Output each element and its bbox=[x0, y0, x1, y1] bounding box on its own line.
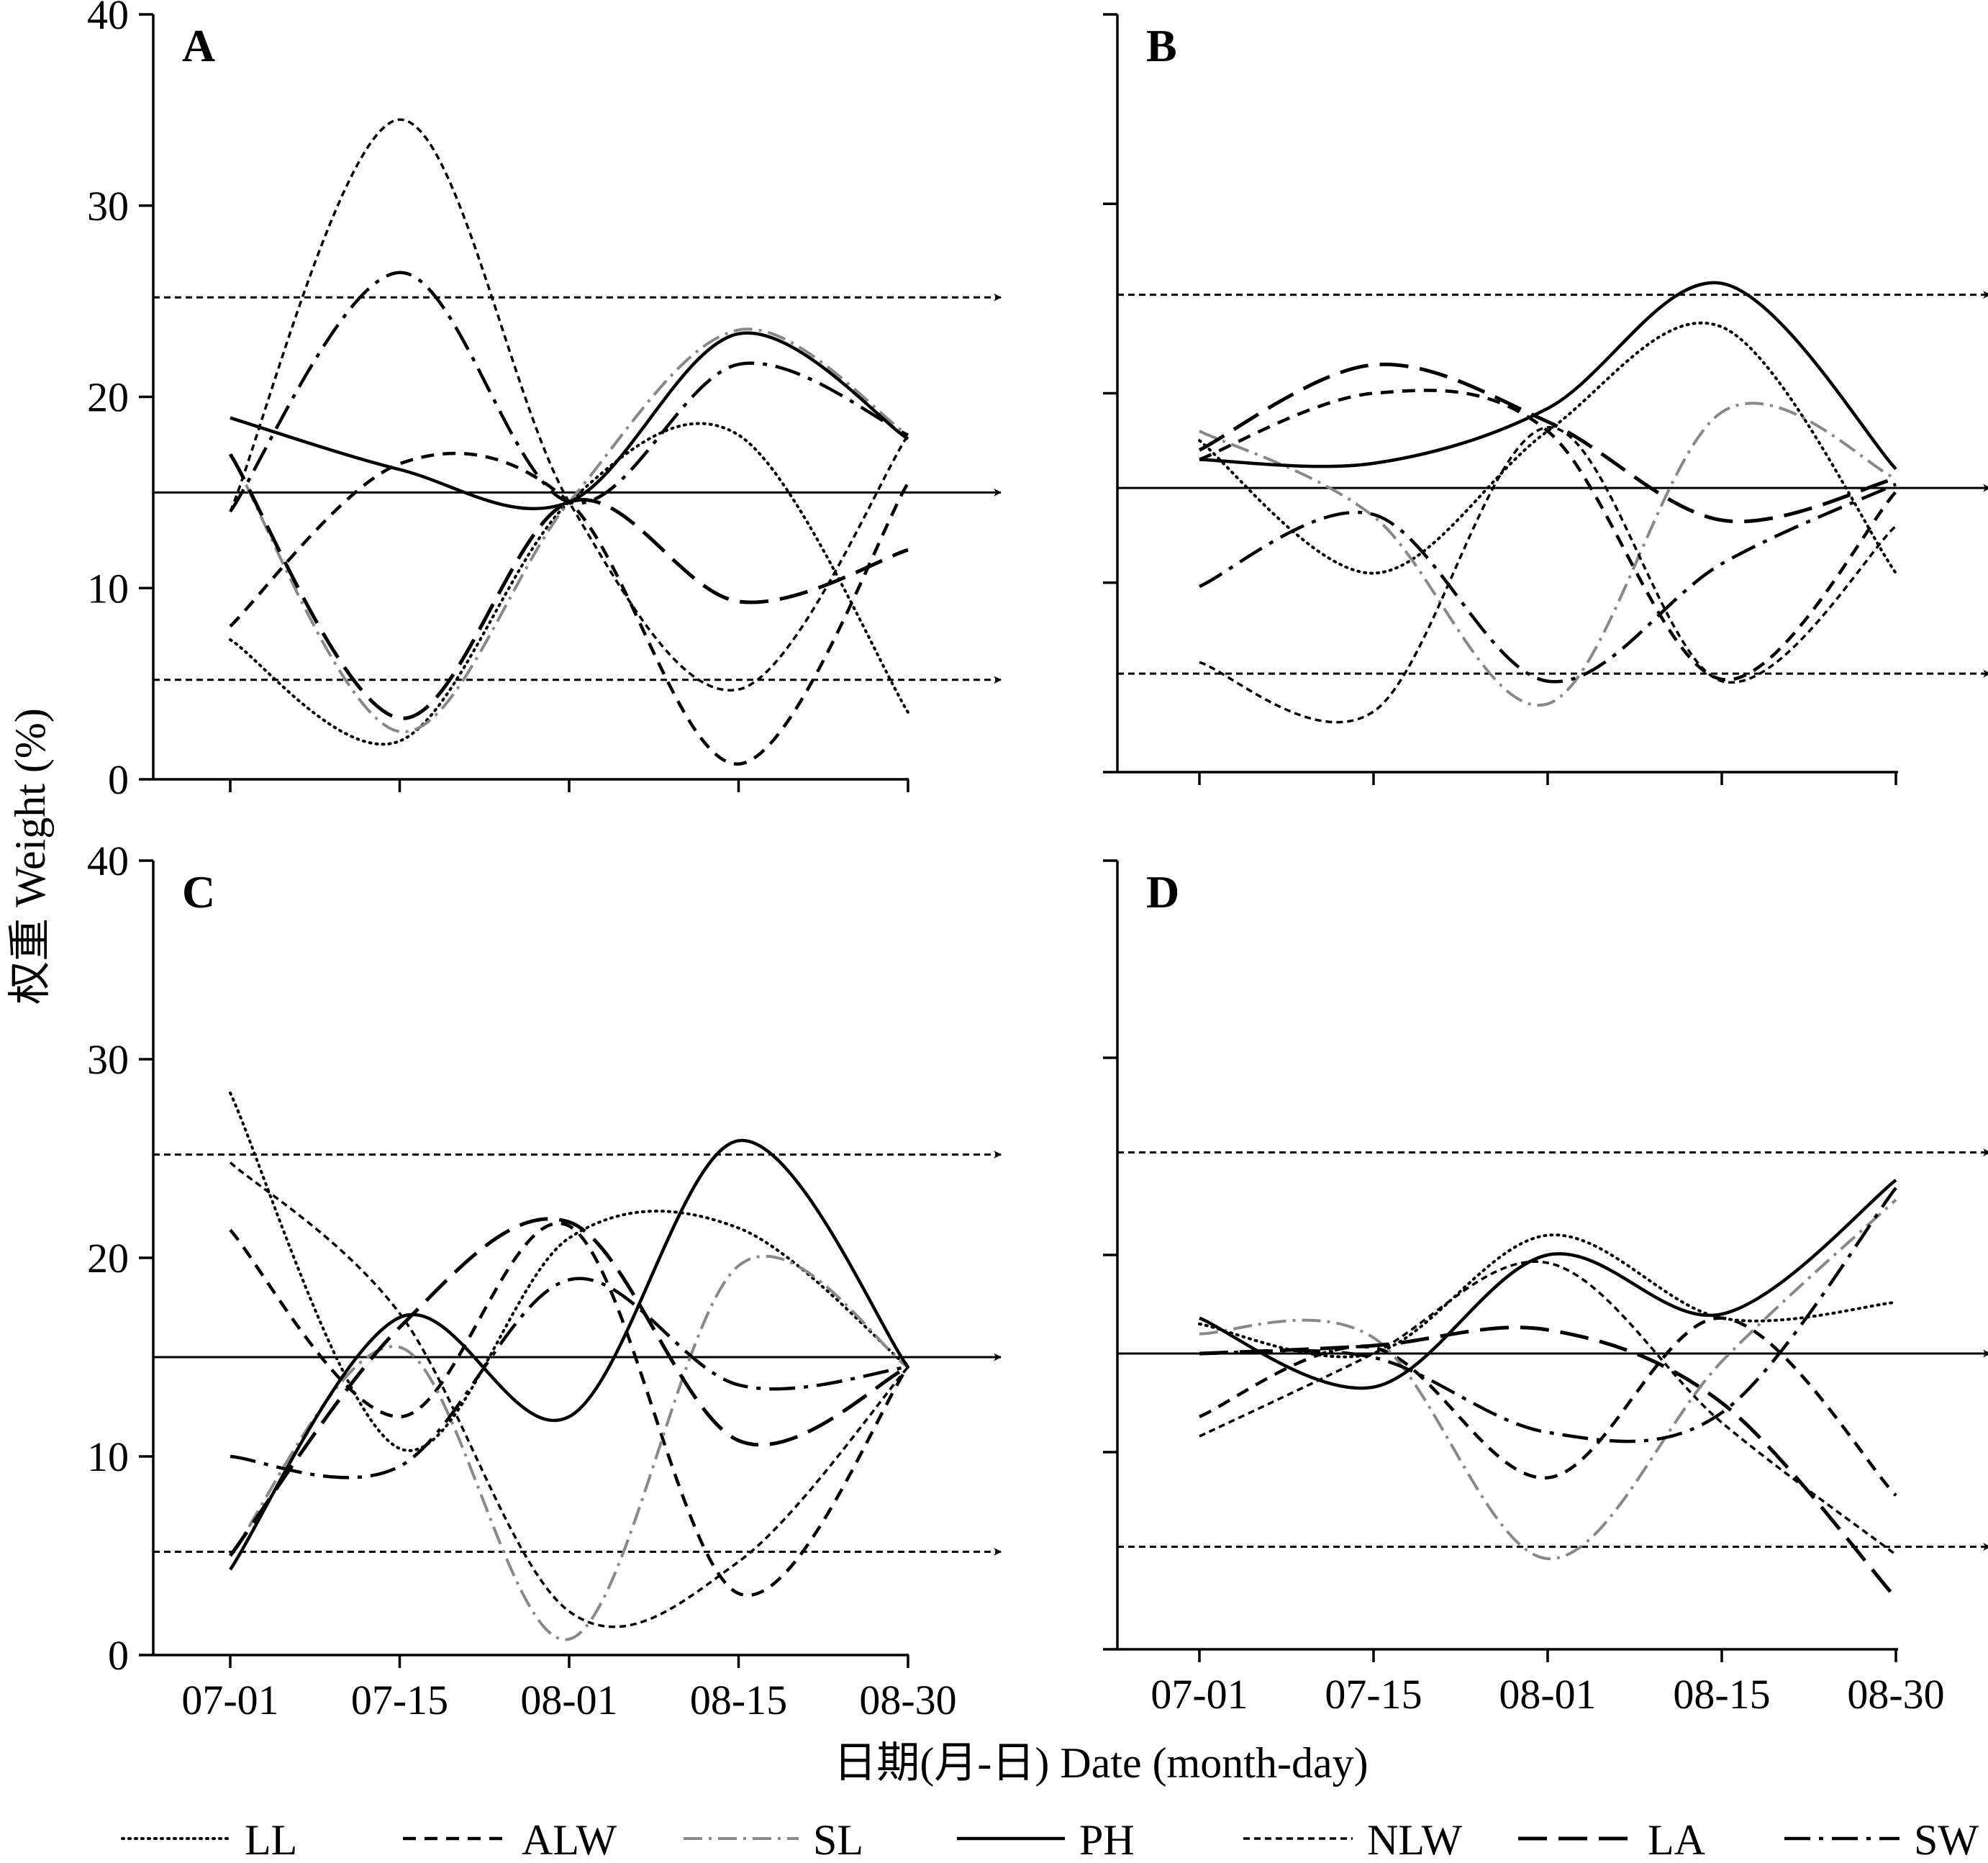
x-tick-label: 07-15 bbox=[351, 1677, 448, 1723]
series-alw-line bbox=[1199, 389, 1897, 681]
legend-item-nlw: NLW bbox=[1243, 1816, 1463, 1863]
series-alw-line bbox=[229, 1222, 909, 1597]
series-nlw-line bbox=[1199, 1260, 1897, 1556]
x-tick-label: 08-01 bbox=[520, 1677, 617, 1723]
series-nlw-line bbox=[229, 1161, 909, 1628]
legend-label: SL bbox=[813, 1816, 863, 1863]
series-ll-line bbox=[1198, 1233, 1897, 1359]
panel-label: C bbox=[182, 866, 215, 917]
series-nlw-line bbox=[1199, 426, 1897, 724]
y-tick-label: 10 bbox=[87, 1433, 129, 1480]
panel-d: 07-01 07-15 08-01 08-15 08-30 D bbox=[1103, 859, 1988, 1718]
legend-label: PH bbox=[1079, 1816, 1135, 1863]
series-alw-line bbox=[229, 451, 909, 766]
legend-item-la: LA bbox=[1518, 1816, 1705, 1863]
series-sl-line bbox=[1199, 402, 1897, 707]
y-tick-label: 40 bbox=[87, 0, 129, 38]
series-nlw-line bbox=[229, 118, 909, 692]
panel-label: D bbox=[1146, 866, 1179, 917]
x-tick-label: 07-01 bbox=[181, 1677, 278, 1723]
panel-c: 0 10 20 30 40 07-01 07-15 08-01 08-15 08-30 C bbox=[87, 838, 1002, 1723]
series-sw-line bbox=[1199, 482, 1897, 684]
series-sl-line bbox=[229, 1254, 909, 1641]
legend-item-alw: ALW bbox=[403, 1816, 617, 1863]
series-la-line bbox=[228, 453, 909, 720]
legend-label: NLW bbox=[1367, 1816, 1463, 1863]
x-tick-label: 07-15 bbox=[1325, 1671, 1422, 1718]
x-tick-label: 07-01 bbox=[1150, 1671, 1248, 1718]
series-la-line bbox=[1199, 1325, 1897, 1600]
series-ph-line bbox=[1199, 1179, 1897, 1390]
x-tick-label: 08-30 bbox=[1847, 1671, 1944, 1718]
y-tick-label: 30 bbox=[87, 183, 129, 230]
series-sl-line bbox=[229, 327, 909, 733]
series-alw-line bbox=[1199, 1316, 1897, 1497]
legend-item-ll: LL bbox=[121, 1816, 297, 1863]
series-ll-line bbox=[229, 1091, 909, 1452]
series-ph-line bbox=[1199, 281, 1897, 471]
series-sl-line bbox=[1199, 1198, 1897, 1561]
x-tick-label: 08-01 bbox=[1499, 1671, 1596, 1718]
y-tick-label: 20 bbox=[87, 374, 129, 421]
x-tick-label: 08-15 bbox=[1673, 1671, 1770, 1718]
y-tick-label: 30 bbox=[87, 1036, 129, 1083]
x-axis-title: 日期(月-日) Date (month-day) bbox=[833, 1739, 1368, 1787]
x-tick-label: 08-30 bbox=[859, 1677, 956, 1723]
legend-item-sw: SW bbox=[1784, 1816, 1979, 1863]
legend: LL ALW SL PH NLW LA SW bbox=[121, 1816, 1979, 1863]
series-sw-line bbox=[230, 1277, 909, 1479]
panel-label: B bbox=[1146, 20, 1177, 71]
series-la-line bbox=[1198, 362, 1897, 524]
series-sw-line bbox=[1199, 1187, 1897, 1443]
x-tick-label: 08-15 bbox=[690, 1677, 787, 1723]
legend-item-sl: SL bbox=[684, 1816, 863, 1863]
y-tick-label: 10 bbox=[87, 565, 129, 612]
panel-b: B bbox=[1103, 13, 1988, 785]
legend-item-ph: PH bbox=[957, 1816, 1135, 1863]
series-sw-line bbox=[229, 271, 909, 513]
legend-label: SW bbox=[1914, 1816, 1979, 1863]
series-ll-line bbox=[229, 422, 909, 746]
panel-label: A bbox=[182, 20, 215, 71]
y-tick-label: 0 bbox=[108, 756, 129, 803]
panels-layer: 0 10 20 30 40 A B 0 10 20 30 40 07-01 07-15 08-01 08-15… bbox=[87, 0, 1988, 1723]
y-tick-label: 0 bbox=[108, 1632, 129, 1679]
legend-label: ALW bbox=[522, 1816, 617, 1863]
series-ph-line bbox=[229, 1138, 909, 1571]
series-la-line bbox=[228, 1217, 909, 1557]
series-ph-line bbox=[230, 331, 909, 511]
y-tick-label: 20 bbox=[87, 1235, 129, 1282]
series-ll-line bbox=[1198, 321, 1897, 575]
legend-label: LL bbox=[245, 1816, 297, 1863]
y-axis-title: 权重 Weight (%) bbox=[6, 708, 54, 1005]
legend-label: LA bbox=[1648, 1816, 1705, 1863]
panel-a: 0 10 20 30 40 A bbox=[87, 0, 1002, 803]
y-tick-label: 40 bbox=[87, 838, 129, 884]
